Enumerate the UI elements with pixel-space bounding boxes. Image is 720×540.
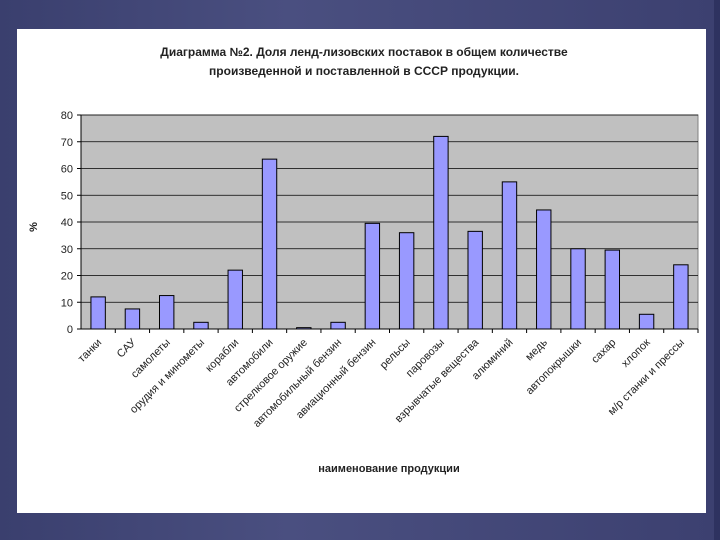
x-axis-title: наименование продукции (318, 463, 459, 475)
y-tick-label: 20 (61, 271, 73, 283)
bar (262, 159, 276, 329)
bar (639, 314, 653, 329)
chart-frame: Диаграмма №2. Доля ленд-лизовских постав… (17, 29, 706, 513)
bar (159, 296, 173, 329)
chart-title-line-1: Диаграмма №2. Доля ленд-лизовских постав… (160, 45, 568, 59)
bar (571, 249, 585, 329)
x-category-label: САУ (115, 336, 139, 360)
bar (468, 231, 482, 329)
y-tick-label: 10 (61, 297, 73, 309)
x-category-label: хлопок (619, 337, 652, 370)
y-tick-label: 50 (61, 190, 73, 202)
y-tick-label: 0 (67, 324, 73, 336)
y-tick-label: 70 (61, 137, 73, 149)
y-tick-label: 60 (61, 164, 73, 176)
y-tick-label: 30 (61, 244, 73, 256)
bar (605, 250, 619, 329)
y-tick-label: 40 (61, 217, 73, 229)
bar (91, 297, 105, 329)
x-category-label: сахар (589, 337, 618, 366)
bar (331, 322, 345, 329)
x-category-label: танки (76, 337, 104, 365)
y-axis-title: % (28, 222, 40, 232)
bar-chart: Диаграмма №2. Доля ленд-лизовских постав… (17, 29, 706, 513)
bar (365, 223, 379, 329)
chart-title-line-2: произведенной и поставленной в СССР прод… (209, 64, 519, 78)
y-axis-ticks: 0 10 20 30 40 50 60 70 80 (61, 110, 81, 336)
slide-background-stripe (714, 0, 720, 540)
bar (194, 322, 208, 329)
bar (537, 210, 551, 329)
x-category-label: медь (523, 336, 550, 363)
bar (434, 136, 448, 329)
bar (228, 270, 242, 329)
bar (674, 265, 688, 329)
bar (502, 182, 516, 329)
bar (399, 233, 413, 329)
bar (125, 309, 139, 329)
y-tick-label: 80 (61, 110, 73, 122)
